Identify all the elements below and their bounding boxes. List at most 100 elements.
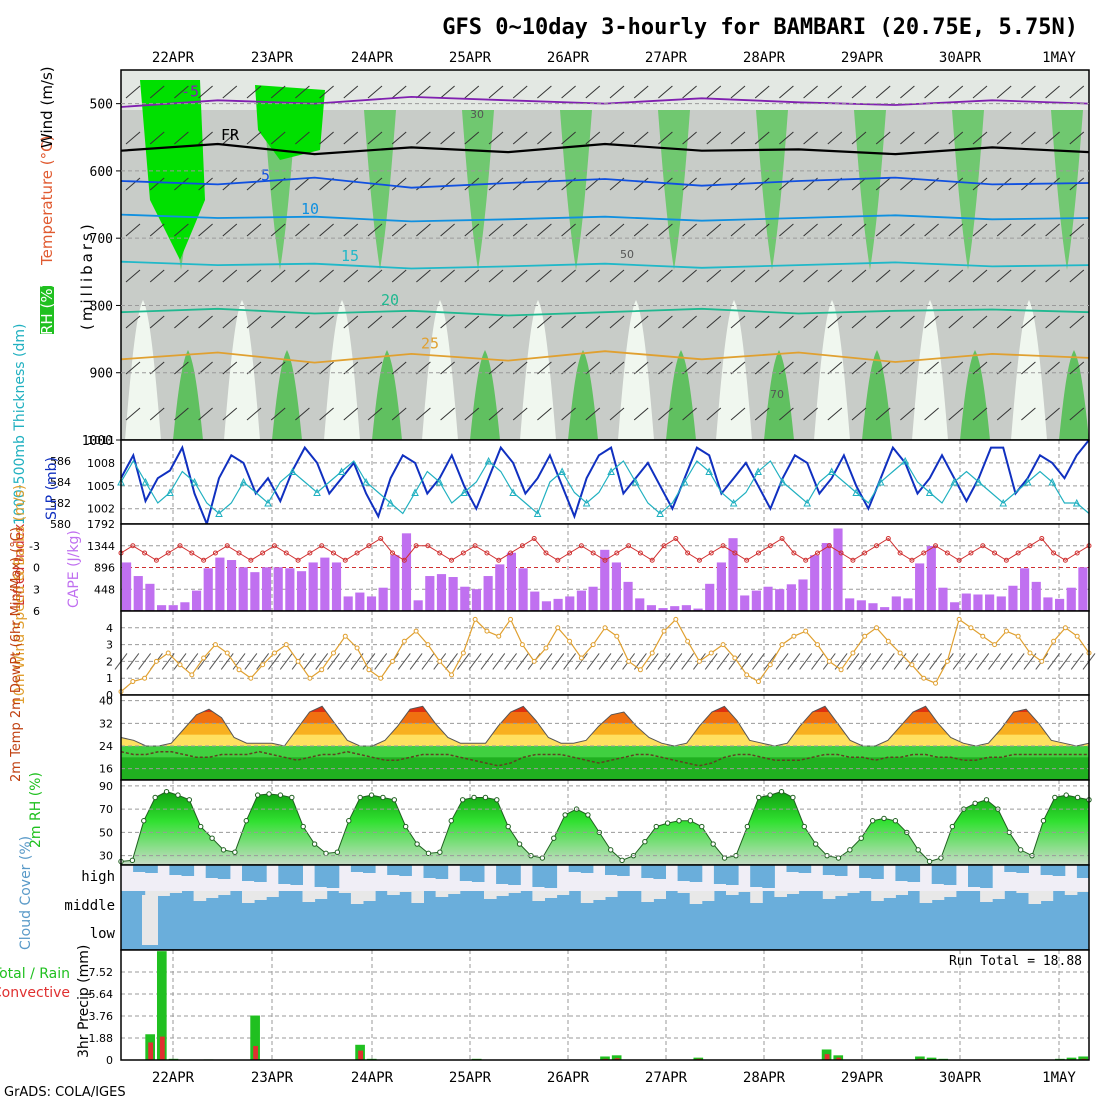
wind-barb (803, 85, 818, 99)
wind-barb (996, 223, 1012, 237)
wind-barb (851, 177, 867, 191)
wind-barb (900, 407, 915, 421)
wind-barb (851, 269, 867, 283)
cloud-mid-gap (786, 891, 800, 894)
wind-barb (754, 223, 770, 237)
rh-marker (289, 794, 295, 801)
precip-tick-label: 3.76 (89, 1010, 114, 1023)
cape-bar (565, 596, 575, 611)
cloud-mid-gap (399, 891, 412, 892)
cape-bar (168, 605, 178, 611)
top-date-label: 30APR (939, 50, 982, 66)
wind-marker (1062, 625, 1068, 631)
wind-barb (996, 361, 1012, 375)
wind-barb (246, 177, 262, 191)
li-marker (1062, 557, 1068, 563)
cloud-mid-gap (919, 891, 933, 903)
cape-bar (483, 576, 493, 611)
cape-bar (961, 593, 971, 611)
wind-barb (1021, 223, 1036, 237)
cloud-high-bar (1065, 865, 1078, 877)
wind-marker (862, 633, 868, 639)
wind-barb (197, 653, 211, 670)
wind-marker (626, 658, 632, 664)
wind-barb (609, 315, 625, 329)
wind-barb (740, 653, 754, 670)
wind-tick-label: 1 (106, 672, 113, 685)
wind-barb (174, 223, 189, 237)
rh-marker (482, 794, 489, 801)
wind-barb (440, 269, 455, 283)
wind-barb (681, 653, 695, 670)
rh-marker (972, 800, 978, 806)
rh-tick-label: 90 (99, 780, 113, 793)
cloud-axis-label: Cloud Cover (%) (18, 836, 34, 950)
wind-axis-label: 10m Wind Speed & Barbs (m/s) (12, 485, 28, 705)
wind-barb (799, 653, 813, 670)
cloud-high-bar (811, 865, 824, 874)
wind-barb (827, 269, 843, 283)
slp-thickness-panel: 1002 1005 1008 1011 580 582 584 586 1000-500mb T… (12, 324, 1090, 531)
li-marker (673, 536, 679, 541)
cape-bar (856, 600, 866, 611)
wind-barb (563, 653, 576, 670)
wind-barb (512, 407, 528, 421)
wind-barb (246, 131, 262, 145)
cape-bar (366, 596, 377, 611)
rh-marker (346, 818, 352, 824)
cape-bar (681, 605, 691, 611)
wind-barb (1069, 361, 1085, 375)
thickness-tick-label: 586 (50, 455, 71, 468)
cloud-mid-gap (677, 891, 691, 893)
cloud-mid-gap (1064, 891, 1078, 895)
wind-marker (531, 658, 537, 664)
dry-column (224, 300, 260, 440)
panel-frame (120, 949, 1090, 1061)
wind-barb (851, 315, 867, 329)
li-marker (201, 557, 207, 563)
wind-barb (161, 653, 175, 670)
wind-barb (924, 315, 939, 329)
li-marker (779, 536, 785, 541)
wind-barb (198, 315, 213, 329)
wind-barb (682, 223, 697, 237)
cloud-mid-gap (278, 891, 291, 894)
wind-barb (149, 223, 165, 237)
cloud-mid-gap (484, 891, 497, 899)
cloud-high-bar (689, 865, 703, 882)
li-marker (449, 557, 455, 563)
wind-marker (661, 628, 667, 634)
wind-barb (539, 653, 553, 670)
rh-marker (448, 818, 454, 824)
cloud-mid-gap (1016, 891, 1029, 893)
wind-barb (1069, 315, 1085, 329)
rh-marker (1052, 794, 1058, 801)
thickness-marker (852, 488, 860, 496)
cape-bar (693, 608, 703, 611)
dry-column (1011, 300, 1047, 440)
li-marker (531, 536, 537, 541)
thickness-marker (288, 467, 297, 475)
cloud-mid-gap (520, 891, 533, 904)
thickness-marker (582, 498, 591, 507)
wind-barb (246, 361, 262, 375)
rh-marker (368, 792, 375, 798)
thickness-marker (313, 488, 321, 496)
wind-barb (512, 269, 528, 283)
wind-barb (851, 361, 867, 375)
bottom-date-labels: 22APR 23APR 24APR 25APR 26APR 27APR 28APR 29APR… (152, 1070, 1077, 1086)
rh-legend-swatch (40, 286, 54, 334)
wind-barb (633, 315, 649, 329)
cloud-mid-gap (580, 891, 594, 903)
wind-marker (685, 638, 691, 644)
cloud-high-bar (1040, 865, 1054, 875)
slp-tick-label: 1002 (87, 503, 115, 516)
cloud-high-bar (496, 865, 509, 884)
wind-barb (728, 653, 742, 670)
wind-barb (270, 361, 286, 375)
wind-barb (779, 223, 794, 237)
rh-marker (1017, 847, 1024, 853)
wind-barb (706, 361, 722, 375)
temperature-contour (120, 213, 1090, 223)
temp-tick-label: 24 (99, 740, 113, 753)
